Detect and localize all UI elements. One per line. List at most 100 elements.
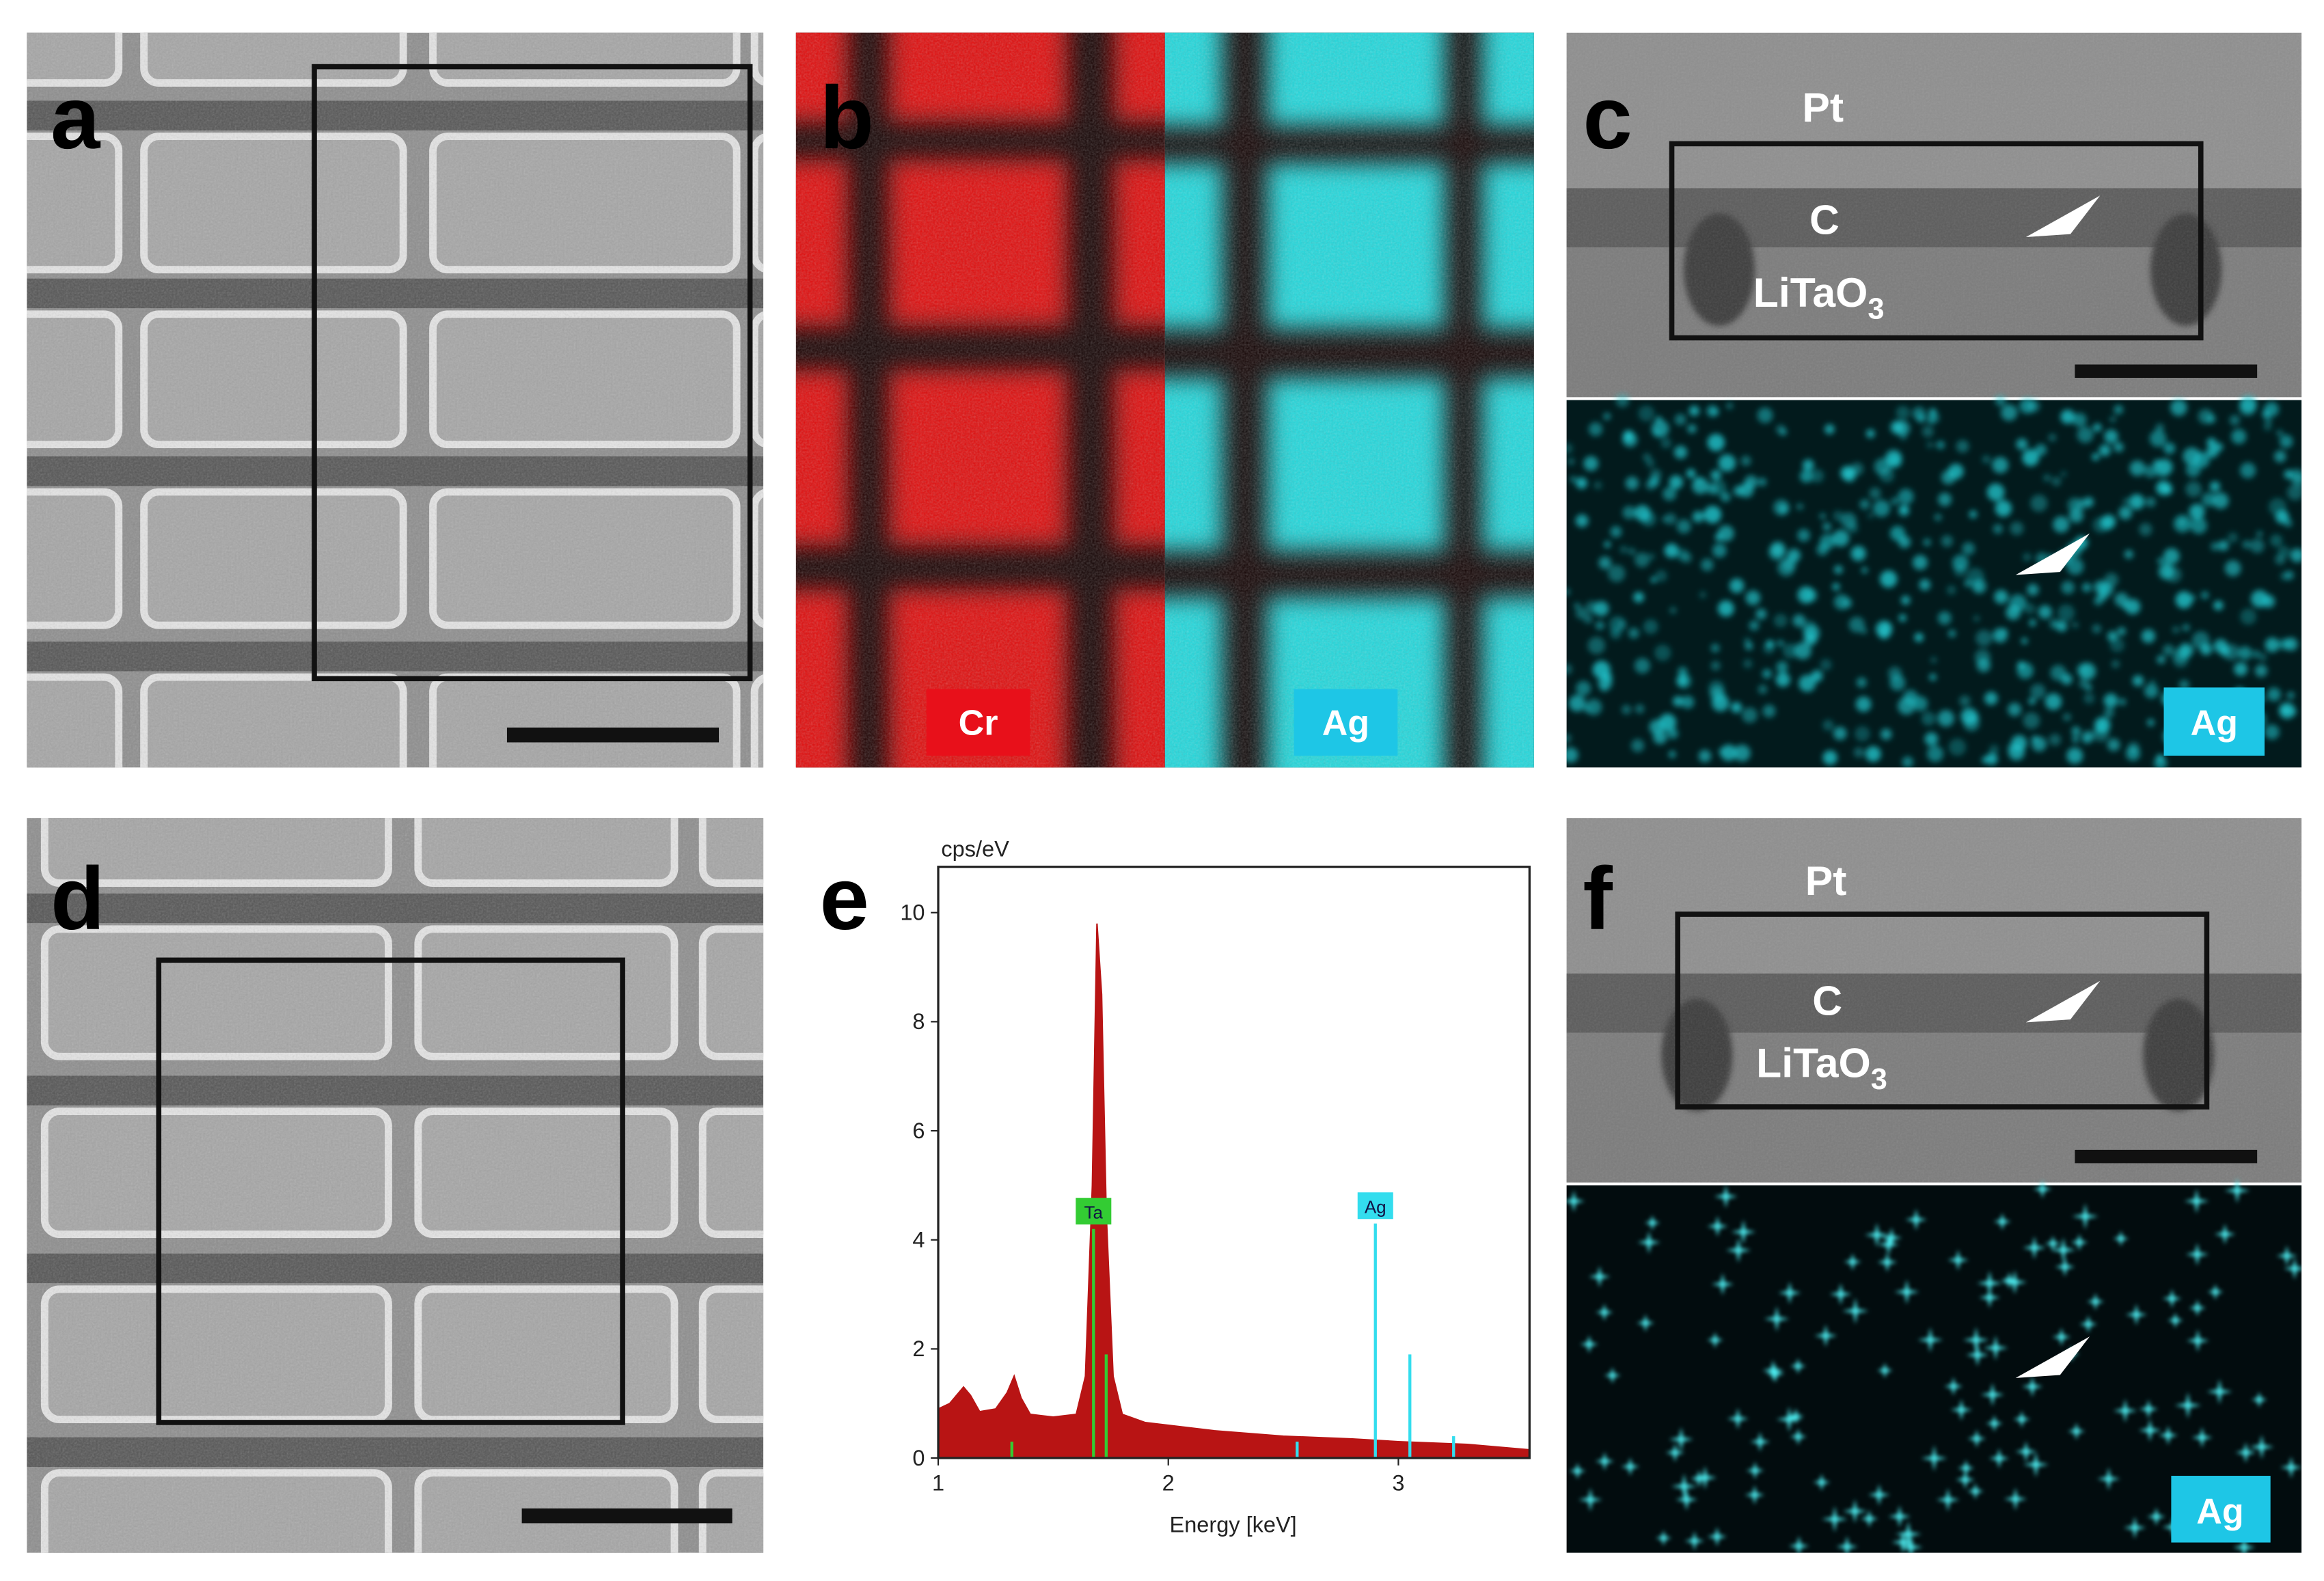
panel-letter: f	[1583, 849, 1613, 948]
layer-label-main: LiTaO	[1753, 269, 1868, 316]
ag-signal	[2206, 1379, 2232, 1405]
ag-signal	[2058, 604, 2075, 622]
ag-signal	[1995, 395, 2006, 407]
ag-signal	[1711, 408, 1719, 416]
ag-signal	[2162, 1289, 2182, 1308]
ag-signal	[1676, 1488, 1698, 1511]
ag-signal	[1896, 405, 1910, 420]
ag-signal	[1842, 598, 1853, 609]
ag-signal	[1926, 441, 1934, 449]
ag-signal	[1580, 1335, 1598, 1353]
ag-signal	[1645, 480, 1656, 491]
ag-signal	[1622, 506, 1636, 519]
peak-label-box	[1357, 1192, 1393, 1220]
ag-signal	[1889, 525, 1905, 541]
ag-signal	[1766, 640, 1775, 648]
ag-signal	[2231, 428, 2247, 444]
ag-signal	[2209, 481, 2220, 492]
ag-signal	[2015, 1441, 2037, 1463]
ag-signal	[1575, 514, 1589, 527]
ag-signal	[1712, 543, 1727, 558]
ag-signal	[2092, 726, 2109, 742]
ag-signal	[2006, 605, 2021, 620]
ag-signal	[1797, 529, 1810, 542]
panel-letter: e	[820, 849, 869, 948]
ag-signal	[1729, 578, 1745, 594]
ag-signal	[2264, 724, 2280, 740]
ag-signal	[1704, 506, 1722, 524]
ag-signal	[1988, 1448, 2010, 1469]
ag-signal	[2081, 582, 2092, 592]
ag-signal	[1734, 744, 1751, 762]
ag-signal	[1568, 458, 1575, 465]
layer-label-sub: 3	[1868, 292, 1884, 325]
ag-signal	[2027, 583, 2039, 596]
ag-signal	[1814, 1324, 1837, 1347]
ag-signal	[1676, 519, 1691, 534]
ag-signal	[1673, 696, 1684, 707]
ag-signal	[1596, 1304, 1613, 1321]
pad	[0, 741, 18, 883]
plot-area	[938, 866, 1530, 1458]
ag-signal	[2157, 558, 2164, 564]
ag-signal	[1881, 1227, 1902, 1248]
ag-signal	[2182, 624, 2190, 631]
sem-image	[0, 741, 764, 1553]
ag-signal	[2114, 404, 2124, 415]
ag-signal	[2211, 542, 2219, 551]
ag-signal	[2070, 1234, 2088, 1251]
ag-signal	[2021, 1376, 2043, 1397]
ag-signal	[1964, 579, 1971, 588]
scale-bar	[521, 1508, 733, 1524]
ag-signal	[1898, 505, 1910, 517]
ag-signal	[2129, 460, 2146, 476]
ag-signal	[2068, 1422, 2086, 1440]
ag-signal	[2124, 599, 2141, 615]
ag-signal	[1788, 1536, 1809, 1553]
ag-signal	[1637, 1231, 1660, 1254]
ag-signal	[1600, 683, 1609, 693]
ag-signal	[2117, 627, 2126, 636]
ag-signal	[1684, 1531, 1704, 1551]
ag-signal	[2280, 435, 2293, 448]
ag-signal	[2155, 423, 2164, 432]
ag-signal	[1619, 545, 1628, 554]
ag-signal	[1865, 429, 1875, 439]
ag-signal	[1717, 600, 1734, 617]
ag-signal	[2061, 581, 2075, 594]
ag-signal	[2038, 605, 2052, 619]
ag-signal	[2239, 399, 2256, 416]
ag-signal	[1604, 1367, 1621, 1384]
ag-signal	[1844, 1253, 1861, 1271]
ag-signal	[1745, 590, 1761, 605]
ag-signal	[1686, 469, 1696, 478]
ag-signal	[1900, 595, 1911, 605]
ag-signal	[1585, 699, 1602, 715]
ag-signal	[2227, 532, 2239, 543]
ag-signal	[2172, 626, 2180, 634]
map-dots	[1566, 394, 2302, 768]
ag-signal	[2265, 637, 2280, 652]
x-tick-label: 1	[932, 1471, 944, 1496]
ag-signal	[2186, 1329, 2209, 1352]
label-box	[1294, 689, 1398, 756]
ag-signal	[2113, 1399, 2137, 1423]
ag-signal	[1898, 489, 1914, 505]
ag-signal	[1664, 543, 1679, 558]
ag-signal	[1625, 476, 1639, 491]
ag-signal	[1880, 570, 1898, 588]
ag-signal	[1576, 680, 1591, 696]
ag-signal	[2276, 430, 2283, 437]
ag-signal	[2045, 1235, 2061, 1252]
ag-signal	[1966, 1343, 1989, 1366]
ag-signal	[1888, 1505, 1911, 1528]
ag-signal	[1583, 614, 1593, 624]
ag-signal	[1707, 1526, 1727, 1547]
ag-signal	[1833, 726, 1847, 741]
ag-signal	[1637, 1314, 1654, 1332]
ag-signal	[1589, 1265, 1611, 1288]
ag-signal	[1859, 499, 1870, 510]
ag-signal	[1674, 413, 1686, 426]
ag-signal	[1880, 728, 1892, 740]
